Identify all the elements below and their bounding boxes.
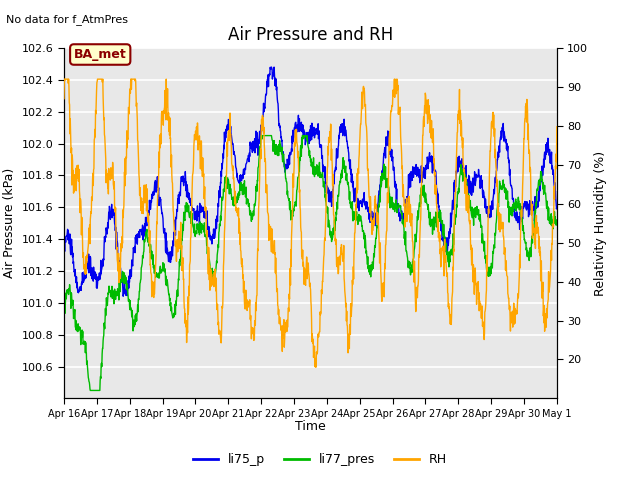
Text: No data for f_AtmPres: No data for f_AtmPres — [6, 14, 129, 25]
Legend: li75_p, li77_pres, RH: li75_p, li77_pres, RH — [188, 448, 452, 471]
Text: BA_met: BA_met — [74, 48, 127, 61]
Y-axis label: Air Pressure (kPa): Air Pressure (kPa) — [3, 168, 16, 278]
Title: Air Pressure and RH: Air Pressure and RH — [228, 25, 393, 44]
X-axis label: Time: Time — [295, 420, 326, 433]
Y-axis label: Relativity Humidity (%): Relativity Humidity (%) — [594, 151, 607, 296]
